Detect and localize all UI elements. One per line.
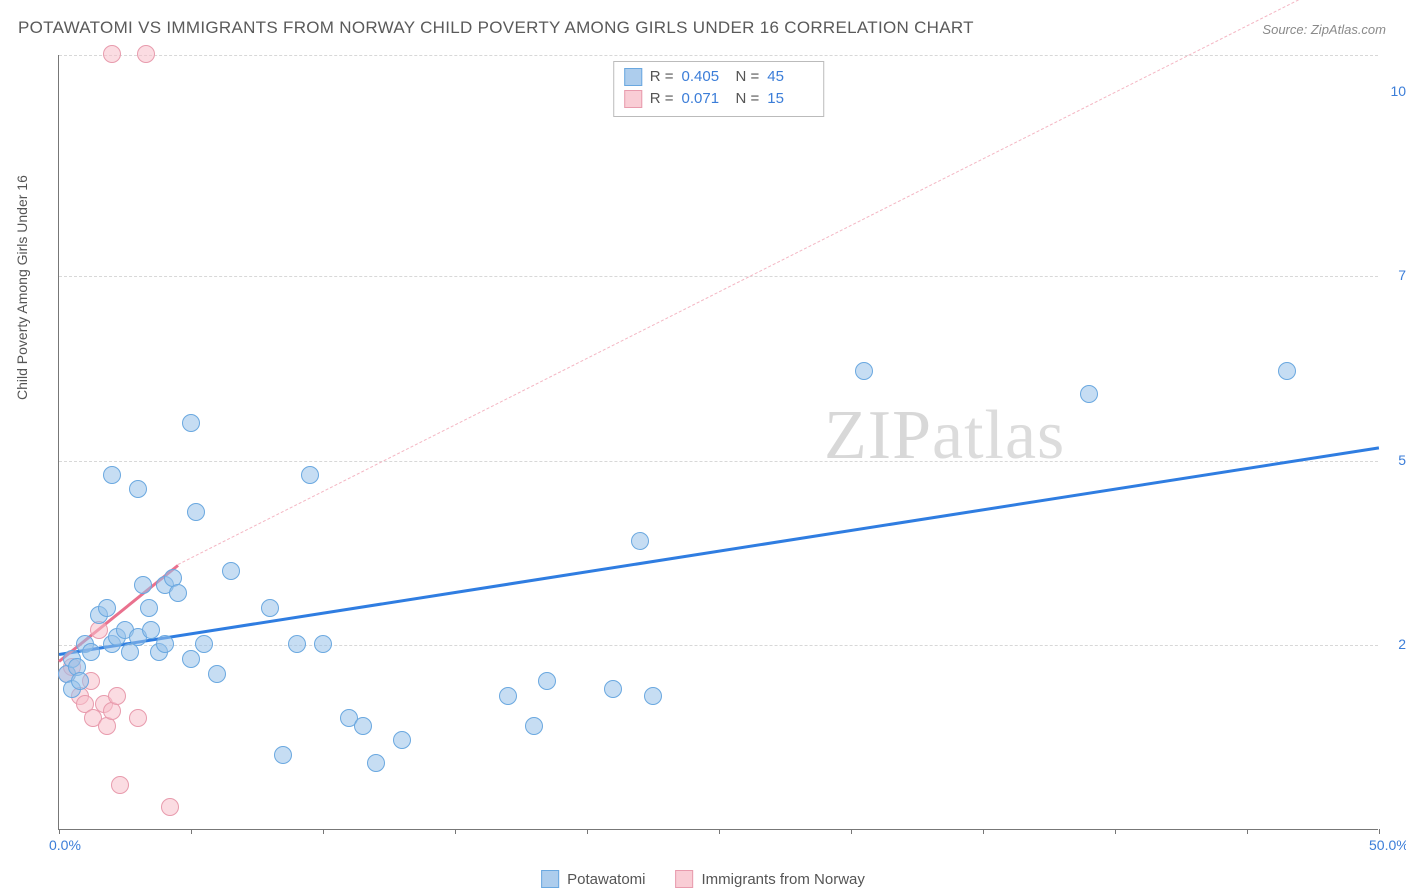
n-label: N = xyxy=(736,88,760,110)
y-tick-label: 75.0% xyxy=(1383,267,1406,283)
y-axis-label: Child Poverty Among Girls Under 16 xyxy=(14,175,30,400)
x-tick-mark xyxy=(1379,829,1380,834)
n-value-blue: 45 xyxy=(767,66,813,88)
data-point-blue xyxy=(169,584,187,602)
data-point-blue xyxy=(499,687,517,705)
x-tick-mark xyxy=(1115,829,1116,834)
source-name: ZipAtlas.com xyxy=(1311,22,1386,37)
y-tick-label: 50.0% xyxy=(1383,452,1406,468)
watermark-zip: ZIP xyxy=(824,397,932,474)
data-point-blue xyxy=(208,665,226,683)
gridline xyxy=(59,276,1378,277)
stats-legend: R = 0.405 N = 45 R = 0.071 N = 15 xyxy=(613,61,825,117)
plot-area: R = 0.405 N = 45 R = 0.071 N = 15 ZIPatl… xyxy=(58,55,1378,830)
gridline xyxy=(59,461,1378,462)
n-value-pink: 15 xyxy=(767,88,813,110)
data-point-blue xyxy=(156,635,174,653)
r-label: R = xyxy=(650,88,674,110)
source-attribution: Source: ZipAtlas.com xyxy=(1262,22,1386,37)
x-tick-label: 50.0% xyxy=(1369,837,1406,853)
data-point-blue xyxy=(222,562,240,580)
x-tick-mark xyxy=(587,829,588,834)
r-label: R = xyxy=(650,66,674,88)
x-tick-mark xyxy=(851,829,852,834)
swatch-blue-icon xyxy=(624,68,642,86)
data-point-blue xyxy=(134,576,152,594)
legend-label-blue: Potawatomi xyxy=(567,871,645,888)
stats-row-pink: R = 0.071 N = 15 xyxy=(624,88,814,110)
data-point-blue xyxy=(98,599,116,617)
data-point-pink xyxy=(161,798,179,816)
data-point-blue xyxy=(1278,362,1296,380)
data-point-blue xyxy=(314,635,332,653)
data-point-blue xyxy=(393,731,411,749)
x-tick-label: 0.0% xyxy=(49,837,81,853)
data-point-pink xyxy=(111,776,129,794)
data-point-blue xyxy=(301,466,319,484)
chart-title: POTAWATOMI VS IMMIGRANTS FROM NORWAY CHI… xyxy=(18,18,974,38)
data-point-pink xyxy=(137,45,155,63)
source-label: Source: xyxy=(1262,22,1307,37)
data-point-blue xyxy=(354,717,372,735)
data-point-pink xyxy=(129,709,147,727)
data-point-blue xyxy=(187,503,205,521)
gridline xyxy=(59,55,1378,56)
data-point-blue xyxy=(631,532,649,550)
x-tick-mark xyxy=(191,829,192,834)
x-tick-mark xyxy=(983,829,984,834)
r-value-pink: 0.071 xyxy=(682,88,728,110)
data-point-blue xyxy=(604,680,622,698)
series-legend: Potawatomi Immigrants from Norway xyxy=(541,870,865,888)
data-point-blue xyxy=(182,650,200,668)
data-point-blue xyxy=(538,672,556,690)
swatch-pink-icon xyxy=(676,870,694,888)
data-point-blue xyxy=(525,717,543,735)
data-point-blue xyxy=(644,687,662,705)
watermark-atlas: atlas xyxy=(932,397,1065,474)
swatch-blue-icon xyxy=(541,870,559,888)
data-point-blue xyxy=(71,672,89,690)
data-point-blue xyxy=(1080,385,1098,403)
trend-line xyxy=(59,446,1379,656)
data-point-blue xyxy=(140,599,158,617)
data-point-pink xyxy=(103,45,121,63)
n-label: N = xyxy=(736,66,760,88)
x-tick-mark xyxy=(719,829,720,834)
y-tick-label: 25.0% xyxy=(1383,636,1406,652)
data-point-blue xyxy=(367,754,385,772)
stats-row-blue: R = 0.405 N = 45 xyxy=(624,66,814,88)
legend-label-pink: Immigrants from Norway xyxy=(702,871,865,888)
data-point-blue xyxy=(261,599,279,617)
data-point-blue xyxy=(274,746,292,764)
x-tick-mark xyxy=(323,829,324,834)
gridline xyxy=(59,645,1378,646)
data-point-blue xyxy=(103,466,121,484)
data-point-blue xyxy=(288,635,306,653)
y-tick-label: 100.0% xyxy=(1383,83,1406,99)
data-point-blue xyxy=(195,635,213,653)
x-tick-mark xyxy=(455,829,456,834)
data-point-blue xyxy=(129,480,147,498)
data-point-blue xyxy=(142,621,160,639)
swatch-pink-icon xyxy=(624,90,642,108)
data-point-pink xyxy=(108,687,126,705)
legend-item-pink: Immigrants from Norway xyxy=(676,870,865,888)
r-value-blue: 0.405 xyxy=(682,66,728,88)
legend-item-blue: Potawatomi xyxy=(541,870,645,888)
x-tick-mark xyxy=(1247,829,1248,834)
data-point-blue xyxy=(82,643,100,661)
data-point-blue xyxy=(855,362,873,380)
data-point-blue xyxy=(182,414,200,432)
x-tick-mark xyxy=(59,829,60,834)
watermark: ZIPatlas xyxy=(824,396,1065,476)
